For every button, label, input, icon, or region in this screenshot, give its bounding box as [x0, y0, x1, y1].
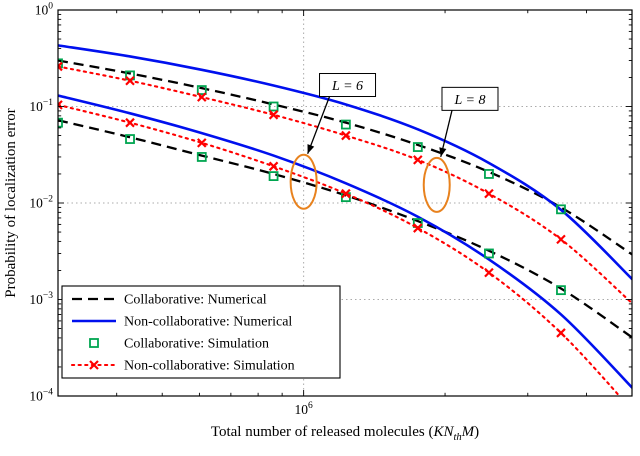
x-marker: [58, 100, 63, 110]
x-marker: [125, 117, 135, 128]
x-marker: [197, 138, 207, 148]
annotation-box-1: [441, 86, 499, 111]
y-tick-label: 10−3: [29, 291, 53, 307]
x-tick-label: 106: [295, 401, 314, 417]
x-marker: [58, 61, 63, 72]
square-marker: [412, 142, 423, 152]
series-markers-3: [58, 100, 566, 338]
highlight-ellipse-1: [422, 156, 451, 213]
annotation-label-1: L = 8: [453, 93, 485, 108]
arrowhead: [307, 144, 315, 154]
x-marker: [341, 188, 351, 199]
annotation-box-0: [319, 73, 377, 98]
x-axis-label-text: Total number of released molecules (KNth…: [211, 424, 479, 443]
y-axis-label: Probability of localization error: [3, 108, 19, 298]
annotation-arrow: [307, 96, 331, 154]
arrowhead: [439, 147, 447, 157]
x-marker: [556, 328, 566, 338]
square-marker: [340, 119, 351, 130]
y-tick-label: 10−1: [29, 98, 53, 114]
x-axis-label: Total number of released molecules (KNth…: [211, 424, 479, 443]
legend-label-1: Non-collaborative: Numerical: [124, 315, 292, 330]
y-tick-label: 10−2: [29, 195, 53, 211]
legend-square-marker: [89, 338, 99, 348]
x-marker: [413, 155, 423, 165]
square-marker: [268, 171, 279, 182]
legend-label-3: Non-collaborative: Simulation: [124, 359, 295, 374]
axes: 100 10−1 10−2 10−3 10−4 106: [29, 2, 633, 417]
x-marker: [341, 130, 351, 141]
x-marker: [556, 234, 566, 245]
y-tick-label: 10−4: [29, 388, 53, 404]
x-marker: [484, 188, 494, 199]
legend-box: [61, 285, 341, 379]
square-marker: [556, 285, 566, 296]
series-line-1: [58, 94, 632, 390]
series-line-0: [58, 119, 632, 339]
legend-x-marker: [89, 360, 99, 370]
legend: Collaborative: Numerical Non-collaborativ…: [61, 285, 341, 379]
series-line-7: [58, 65, 632, 305]
square-marker: [125, 134, 135, 144]
series-line-5: [58, 44, 632, 281]
legend-label-0: Collaborative: Numerical: [124, 293, 267, 308]
x-marker: [268, 110, 279, 120]
series-line-4: [58, 59, 632, 256]
x-marker: [268, 161, 279, 172]
x-marker: [413, 223, 423, 233]
x-marker: [197, 92, 207, 102]
data-curves: [58, 44, 632, 396]
square-marker: [484, 248, 494, 259]
legend-label-2: Collaborative: Simulation: [124, 337, 269, 352]
x-marker: [484, 267, 494, 278]
square-marker: [268, 101, 279, 112]
square-marker: [556, 204, 566, 215]
square-marker: [484, 169, 494, 179]
square-marker: [196, 152, 207, 162]
x-marker: [125, 75, 135, 86]
highlight-ellipse-0: [289, 153, 318, 210]
series-line-3: [58, 103, 621, 396]
square-marker: [58, 117, 63, 128]
annotations: L = 6 L = 8: [289, 73, 499, 213]
series-markers-7: [58, 61, 566, 245]
y-tick-label: 100: [35, 2, 54, 18]
annotation-label-0: L = 6: [331, 79, 363, 94]
square-marker: [196, 85, 207, 95]
